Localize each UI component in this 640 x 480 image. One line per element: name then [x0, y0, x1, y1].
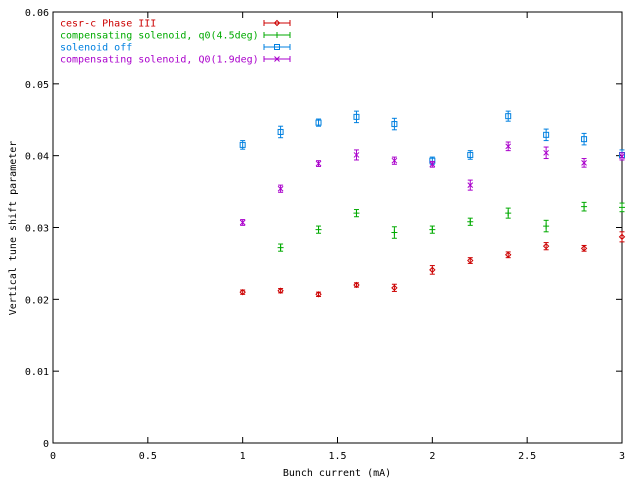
data-point	[391, 284, 398, 292]
y-tick-label: 0.01	[25, 367, 49, 378]
y-tick-label: 0.06	[25, 8, 49, 19]
y-tick-label: 0	[43, 439, 49, 450]
data-point	[315, 226, 322, 233]
data-point	[429, 161, 436, 168]
x-axis-title: Bunch current (mA)	[283, 468, 391, 479]
series-layer	[239, 110, 626, 298]
data-point	[505, 143, 512, 150]
data-point	[353, 210, 360, 217]
data-point	[391, 157, 398, 164]
x-tick-label: 1.5	[328, 451, 346, 462]
data-point	[619, 204, 625, 211]
x-tick-label: 2.5	[518, 451, 536, 462]
series-3	[239, 110, 625, 165]
y-tick-label: 0.03	[25, 224, 49, 235]
data-point	[543, 149, 549, 156]
legend-marker	[273, 19, 281, 27]
data-point	[315, 291, 322, 298]
data-point	[467, 182, 474, 188]
data-point	[391, 229, 398, 236]
data-point	[353, 281, 360, 289]
data-point	[619, 153, 625, 160]
legend-label: compensating solenoid, Q0(1.9deg)	[60, 55, 259, 66]
data-point	[467, 257, 474, 264]
data-point	[353, 152, 360, 158]
legend-label: cesr-c Phase III	[60, 19, 156, 30]
data-point	[239, 219, 246, 226]
data-point	[391, 121, 398, 128]
data-point	[618, 233, 626, 241]
data-point	[467, 151, 474, 158]
x-tick-label: 0	[50, 451, 56, 462]
data-point	[277, 185, 284, 192]
data-point	[542, 242, 550, 250]
data-point	[277, 287, 284, 294]
data-point	[277, 128, 284, 135]
axis-ticks: 0 0.5 1 1.5 2 2.5 3 0 0.01 0.02 0.03 0.04 0.05 0.06	[25, 8, 625, 462]
data-point	[504, 251, 512, 259]
data-point	[581, 159, 587, 166]
x-tick-label: 3	[619, 451, 625, 462]
y-tick-label: 0.05	[25, 80, 49, 91]
data-point	[429, 226, 436, 233]
data-point	[353, 113, 360, 120]
data-point	[429, 266, 436, 274]
data-point	[505, 210, 512, 217]
data-point	[580, 245, 588, 252]
y-tick-label: 0.02	[25, 295, 49, 306]
y-tick-label: 0.04	[25, 152, 49, 163]
y-axis-title: Vertical tune shift parameter	[8, 141, 19, 316]
legend-marker	[274, 44, 280, 50]
data-point	[239, 288, 246, 296]
series-4	[239, 141, 625, 226]
data-point	[315, 160, 322, 167]
legend-label: compensating solenoid, q0(4.5deg)	[60, 31, 259, 42]
data-point	[277, 244, 284, 251]
data-point	[581, 203, 588, 210]
data-point	[467, 218, 474, 225]
x-tick-label: 0.5	[139, 451, 157, 462]
series-2	[277, 201, 625, 252]
legend-marker	[274, 56, 280, 62]
data-point	[581, 136, 588, 143]
data-point	[543, 223, 550, 230]
data-point	[543, 131, 550, 138]
x-tick-label: 1	[240, 451, 246, 462]
x-tick-label: 2	[429, 451, 435, 462]
data-point	[239, 141, 246, 148]
data-point	[315, 119, 322, 126]
series-1	[239, 231, 626, 298]
legend-label: solenoid off	[60, 43, 132, 54]
plot-frame	[52, 11, 623, 444]
data-point	[505, 113, 512, 120]
legend-marker	[274, 32, 280, 38]
